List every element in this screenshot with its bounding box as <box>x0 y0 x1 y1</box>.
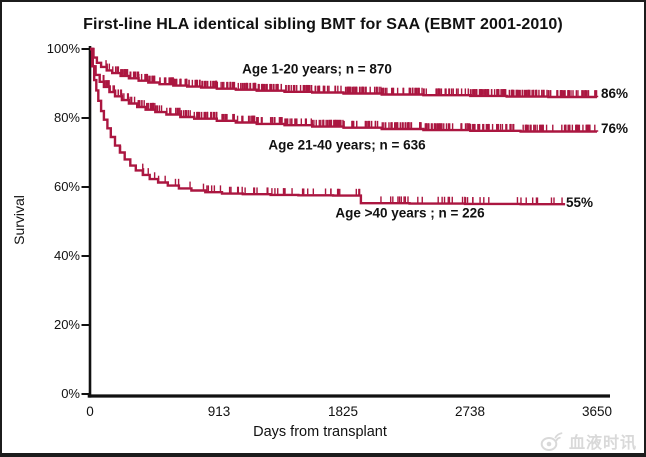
y-tick-100: 100% <box>46 41 80 56</box>
curve-label-age-1-20: Age 1-20 years; n = 870 <box>242 61 392 77</box>
y-tick-0: 0% <box>61 386 80 401</box>
chart-title: First-line HLA identical sibling BMT for… <box>83 16 563 33</box>
x-axis-label: Days from transplant <box>253 424 387 440</box>
endpoint-label-86: 86% <box>601 86 629 101</box>
y-axis-label: Survival <box>11 195 27 245</box>
curve-label-age-21-40: Age 21-40 years; n = 636 <box>268 137 426 153</box>
y-tick-60: 60% <box>53 179 80 194</box>
survival-curve <box>90 47 599 133</box>
x-tick-3650: 3650 <box>581 404 613 419</box>
endpoint-label-55: 55% <box>566 195 594 210</box>
x-tick-913: 913 <box>207 404 231 419</box>
y-tick-80: 80% <box>53 110 80 125</box>
watermark: 血液时讯 <box>540 429 637 453</box>
endpoint-label-76: 76% <box>601 121 629 136</box>
x-tick-2738: 2738 <box>454 404 486 419</box>
x-tick-0: 0 <box>86 404 94 419</box>
watermark-text: 血液时讯 <box>569 435 638 452</box>
survival-curve <box>90 47 566 206</box>
curve-label-age-over-40: Age >40 years ; n = 226 <box>335 205 485 221</box>
survival-curve <box>90 47 599 99</box>
weibo-eye-icon <box>540 432 563 451</box>
y-tick-40: 40% <box>53 248 80 263</box>
y-tick-20: 20% <box>53 317 80 332</box>
x-tick-1825: 1825 <box>327 404 359 419</box>
